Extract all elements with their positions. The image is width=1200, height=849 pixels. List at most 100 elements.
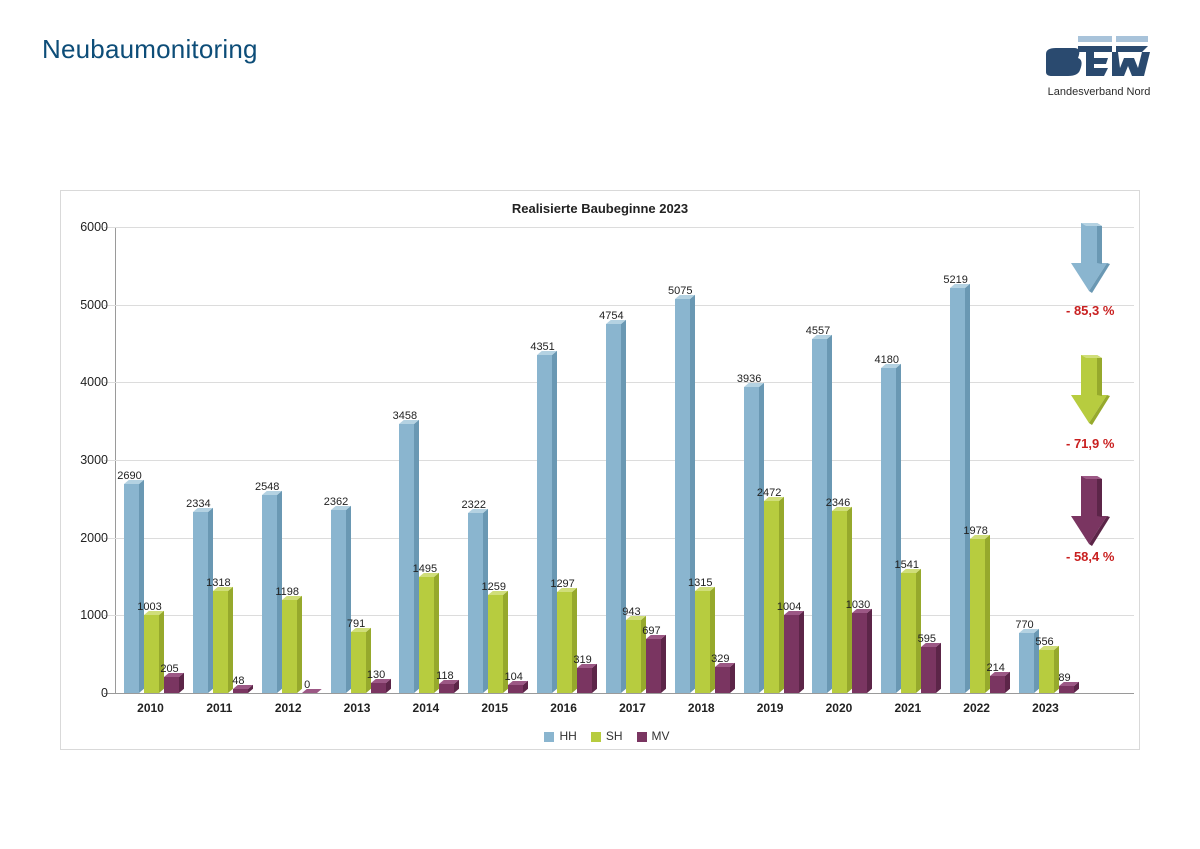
bar-MV (508, 685, 523, 693)
bar-HH (1019, 633, 1034, 693)
value-label: 770 (1015, 619, 1033, 631)
value-label: 2334 (186, 498, 210, 510)
value-label: 319 (573, 654, 591, 666)
bar-SH (695, 591, 710, 693)
value-label: 2322 (461, 499, 485, 511)
bar-HH (744, 387, 759, 693)
value-label: 4180 (875, 354, 899, 366)
value-label: 556 (1035, 636, 1053, 648)
legend-swatch (637, 732, 647, 742)
value-label: 3458 (393, 410, 417, 422)
value-label: 2346 (826, 497, 850, 509)
x-tick-label: 2016 (550, 701, 577, 715)
x-tick-label: 2022 (963, 701, 990, 715)
x-tick-label: 2010 (137, 701, 164, 715)
value-label: 5075 (668, 285, 692, 297)
bar-HH (675, 299, 690, 693)
plot-area: 0100020003000400050006000 26901003205 23 (115, 227, 1134, 693)
value-label: 4754 (599, 310, 623, 322)
value-label: 4351 (530, 341, 554, 353)
legend-swatch (591, 732, 601, 742)
delta-annotation: - 71,9 % (1066, 436, 1114, 451)
bar-HH (812, 339, 827, 693)
brand-logo: Landesverband Nord (1044, 36, 1154, 98)
bar-SH (351, 632, 366, 693)
value-label: 1004 (777, 601, 801, 613)
bar-MV (164, 677, 179, 693)
value-label: 48 (232, 675, 244, 687)
value-label: 2690 (117, 470, 141, 482)
bar-SH (282, 600, 297, 693)
value-label: 1198 (275, 586, 299, 598)
x-tick-label: 2019 (757, 701, 784, 715)
value-label: 130 (367, 669, 385, 681)
bar-MV (371, 683, 386, 693)
value-label: 1318 (206, 577, 230, 589)
bar-MV (577, 668, 592, 693)
down-arrow-icon (1070, 223, 1110, 297)
value-label: 89 (1058, 672, 1070, 684)
bar-SH (970, 539, 985, 693)
value-label: 118 (436, 670, 454, 682)
value-label: 1003 (137, 601, 161, 613)
x-axis-labels: 2010201120122013201420152016201720182019… (115, 701, 1133, 719)
value-label: 1259 (481, 581, 505, 593)
value-label: 3936 (737, 373, 761, 385)
page-root: Neubaumonitoring Landesverband Nord Real… (0, 0, 1200, 849)
value-label: 595 (918, 633, 936, 645)
bar-HH (606, 324, 621, 693)
value-label: 1297 (550, 578, 574, 590)
value-label: 5219 (943, 274, 967, 286)
value-label: 943 (622, 606, 640, 618)
bar-SH (419, 577, 434, 693)
x-tick-label: 2017 (619, 701, 646, 715)
bar-SH (557, 592, 572, 693)
bar-MV (784, 615, 799, 693)
logo-subtitle: Landesverband Nord (1044, 86, 1154, 98)
bar-HH (124, 484, 139, 693)
y-tick-label: 1000 (68, 608, 108, 622)
y-tick-label: 4000 (68, 375, 108, 389)
bar-MV (233, 689, 248, 693)
x-tick-label: 2014 (413, 701, 440, 715)
chart-frame: Realisierte Baubeginne 2023 0 1000 2000 300… (60, 190, 1140, 750)
x-tick-label: 2018 (688, 701, 715, 715)
bar-HH (399, 424, 414, 693)
y-tick-label: 2000 (68, 531, 108, 545)
gridline (104, 305, 1134, 306)
down-arrow-icon (1070, 476, 1110, 550)
bar-SH (626, 620, 641, 693)
y-tick-label: 0 (68, 686, 108, 700)
y-tick-label: 6000 (68, 220, 108, 234)
bar-MV (439, 684, 454, 693)
value-label: 0 (304, 679, 310, 691)
bar-SH (144, 615, 159, 693)
y-tick-label: 3000 (68, 453, 108, 467)
bfw-logo-icon (1044, 36, 1154, 82)
value-label: 2548 (255, 481, 279, 493)
value-label: 214 (986, 662, 1004, 674)
bar-SH (764, 501, 779, 693)
down-arrow-icon (1070, 355, 1110, 429)
delta-annotation: - 58,4 % (1066, 549, 1114, 564)
value-label: 205 (160, 663, 178, 675)
x-tick-label: 2012 (275, 701, 302, 715)
chart-title: Realisierte Baubeginne 2023 (61, 191, 1139, 216)
x-tick-label: 2011 (206, 701, 232, 715)
bar-SH (488, 595, 503, 693)
bar-SH (213, 591, 228, 693)
legend-label: HH (559, 729, 576, 743)
x-tick-label: 2023 (1032, 701, 1059, 715)
value-label: 1315 (688, 577, 712, 589)
gridline (104, 227, 1134, 228)
bar-MV (990, 676, 1005, 693)
legend: HHSHMV (61, 729, 1139, 743)
y-tick-label: 5000 (68, 298, 108, 312)
bar-HH (881, 368, 896, 693)
value-label: 2472 (757, 487, 781, 499)
bar-MV (921, 647, 936, 693)
x-tick-label: 2020 (826, 701, 853, 715)
legend-label: MV (652, 729, 670, 743)
bar-HH (193, 512, 208, 693)
bar-MV (852, 613, 867, 693)
